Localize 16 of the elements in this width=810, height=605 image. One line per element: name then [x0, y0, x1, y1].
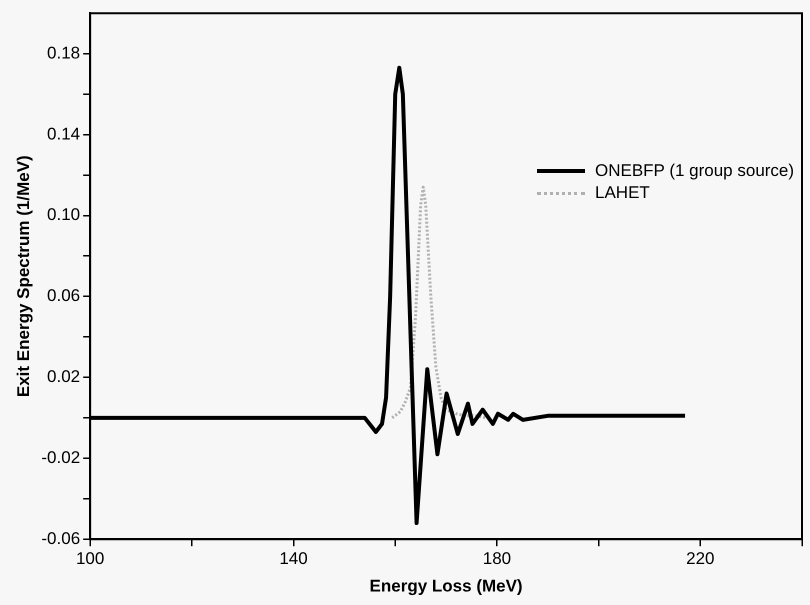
- y-tick-label: 0.10: [47, 205, 80, 224]
- y-tick-label: -0.06: [41, 528, 80, 548]
- line-series: [390, 186, 488, 420]
- x-tick-label: 100: [76, 549, 104, 568]
- y-axis-title: Exit Energy Spectrum (1/MeV): [14, 155, 33, 398]
- legend-label: LAHET: [595, 182, 650, 204]
- y-tick-label: -0.02: [41, 448, 80, 467]
- x-tick-label: 220: [686, 549, 714, 568]
- x-tick-label: 140: [279, 549, 308, 568]
- y-tick-label: 0.02: [47, 367, 80, 386]
- y-tick-label: 0.14: [47, 124, 80, 144]
- legend-label: ONEBFP (1 group source): [595, 160, 794, 182]
- x-axis-title: Energy Loss (MeV): [370, 576, 523, 596]
- y-tick-label: 0.18: [47, 43, 80, 62]
- y-tick-label: 0.06: [47, 286, 80, 306]
- x-tick-label: 180: [482, 549, 512, 568]
